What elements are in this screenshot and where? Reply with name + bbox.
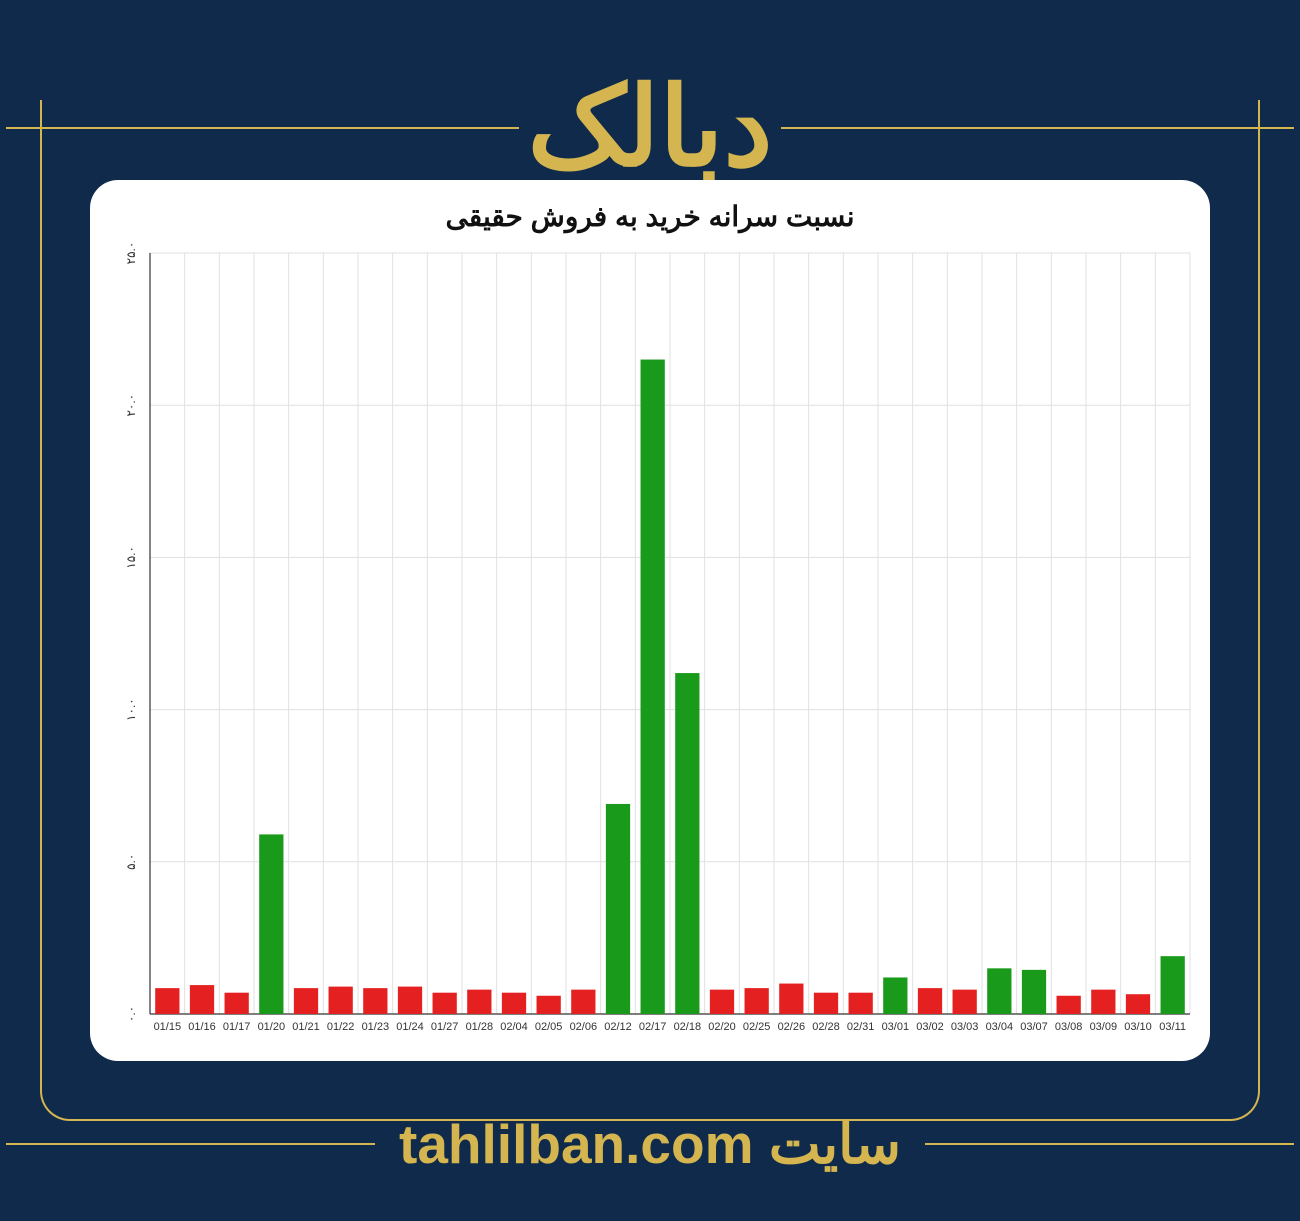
bar [883,977,907,1014]
chart-title: نسبت سرانه خرید به فروش حقیقی [100,200,1200,233]
svg-text:02/18: 02/18 [674,1021,702,1033]
bar [1022,970,1046,1014]
bar [537,996,561,1014]
bar [849,993,873,1014]
svg-text:02/06: 02/06 [570,1021,598,1033]
svg-text:02/04: 02/04 [500,1021,528,1033]
svg-text:۲۵.۰: ۲۵.۰ [124,243,138,264]
svg-text:03/02: 03/02 [916,1021,944,1033]
svg-text:01/17: 01/17 [223,1021,251,1033]
svg-text:02/05: 02/05 [535,1021,563,1033]
svg-text:03/09: 03/09 [1090,1021,1118,1033]
svg-text:03/07: 03/07 [1020,1021,1048,1033]
bar [1161,956,1185,1014]
svg-text:03/01: 03/01 [882,1021,910,1033]
bar [225,993,249,1014]
svg-text:03/08: 03/08 [1055,1021,1083,1033]
svg-text:01/20: 01/20 [258,1021,286,1033]
svg-text:03/03: 03/03 [951,1021,979,1033]
bar [1126,994,1150,1014]
footer-line-left [6,1143,375,1145]
svg-text:01/28: 01/28 [466,1021,494,1033]
bar [398,987,422,1014]
svg-text:03/04: 03/04 [986,1021,1014,1033]
svg-text:01/22: 01/22 [327,1021,355,1033]
bar [953,990,977,1014]
bar [606,804,630,1014]
footer: سایت tahlilban.com [0,1112,1300,1176]
bar [814,993,838,1014]
svg-text:01/27: 01/27 [431,1021,459,1033]
bar [329,987,353,1014]
bar [190,985,214,1014]
footer-site-word: سایت [769,1113,901,1175]
svg-text:03/10: 03/10 [1124,1021,1152,1033]
bar [294,988,318,1014]
svg-text:02/17: 02/17 [639,1021,667,1033]
bar [259,834,283,1014]
bar [779,984,803,1014]
svg-text:01/15: 01/15 [154,1021,182,1033]
svg-text:۲۰.۰: ۲۰.۰ [124,394,138,417]
bar [641,360,665,1014]
footer-line-right [925,1143,1294,1145]
bar [987,968,1011,1014]
bar [710,990,734,1014]
svg-text:01/21: 01/21 [292,1021,320,1033]
bar [155,988,179,1014]
svg-text:02/26: 02/26 [778,1021,806,1033]
svg-text:02/20: 02/20 [708,1021,736,1033]
svg-text:۵.۰: ۵.۰ [124,854,138,870]
svg-text:02/31: 02/31 [847,1021,875,1033]
bar [502,993,526,1014]
chart-area: ۰.۰ ۵.۰ ۱۰.۰ ۱۵.۰ ۲۰.۰ ۲۵.۰ 01/15 01/16 01/17 01/… [100,243,1200,1044]
bar [1057,996,1081,1014]
footer-url: tahlilban.com [399,1113,754,1175]
svg-text:01/16: 01/16 [188,1021,216,1033]
svg-text:02/12: 02/12 [604,1021,632,1033]
svg-text:۱۵.۰: ۱۵.۰ [124,546,138,569]
svg-text:۰.۰: ۰.۰ [124,1006,138,1022]
bar [571,990,595,1014]
bar [433,993,457,1014]
bar-chart: ۰.۰ ۵.۰ ۱۰.۰ ۱۵.۰ ۲۰.۰ ۲۵.۰ 01/15 01/16 01/17 01/… [100,243,1200,1044]
bar [467,990,491,1014]
svg-text:۱۰.۰: ۱۰.۰ [124,698,138,721]
bar [675,673,699,1014]
svg-text:02/28: 02/28 [812,1021,840,1033]
svg-text:01/24: 01/24 [396,1021,424,1033]
chart-panel: نسبت سرانه خرید به فروش حقیقی ۰.۰ ۵.۰ ۱۰.۰… [90,180,1210,1061]
bar [745,988,769,1014]
footer-text: سایت tahlilban.com [381,1112,919,1176]
svg-text:02/25: 02/25 [743,1021,771,1033]
svg-text:01/23: 01/23 [362,1021,390,1033]
bar [918,988,942,1014]
svg-text:03/11: 03/11 [1159,1021,1186,1033]
bar [363,988,387,1014]
bar [1091,990,1115,1014]
